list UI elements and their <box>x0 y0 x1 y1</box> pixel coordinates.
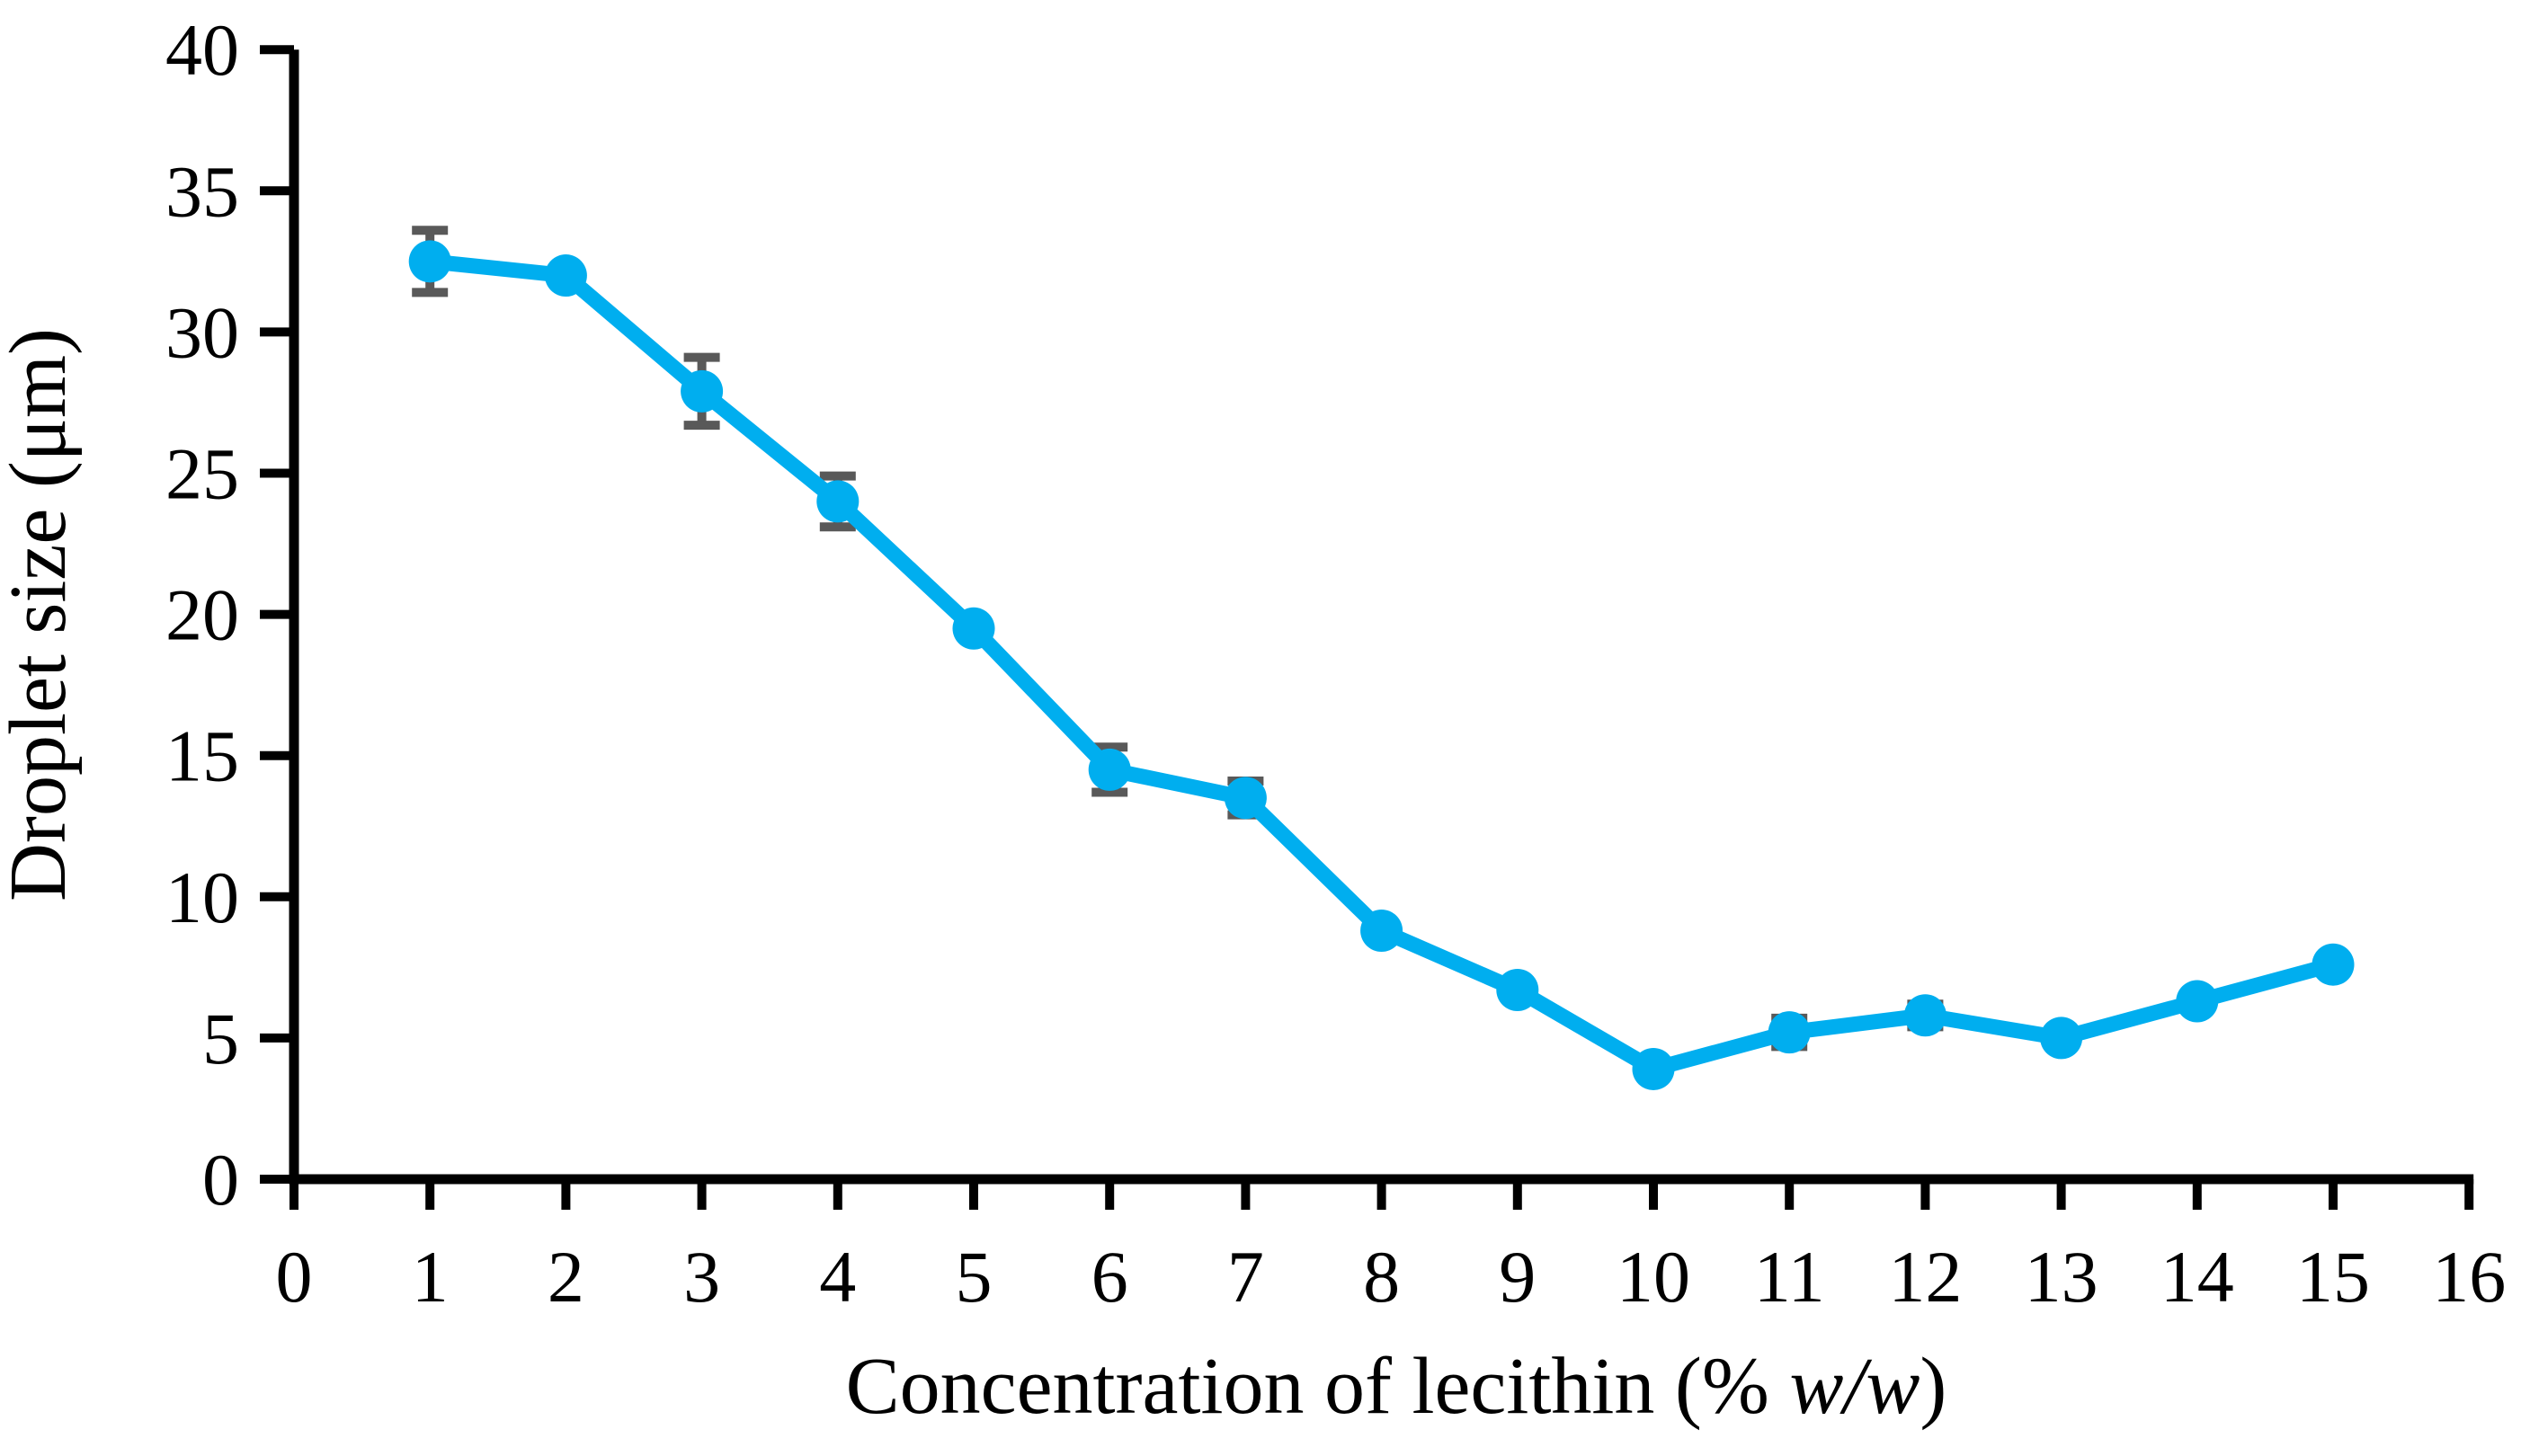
data-point-marker <box>2312 943 2355 986</box>
data-point-marker <box>1088 748 1131 791</box>
x-tick-label: 5 <box>956 1236 993 1318</box>
y-tick-label: 35 <box>165 150 239 232</box>
x-tick-label: 13 <box>2025 1236 2098 1318</box>
x-tick-label: 12 <box>1888 1236 1962 1318</box>
y-tick-label: 15 <box>165 715 239 797</box>
x-tick-label: 4 <box>819 1236 856 1318</box>
x-axis-title: Concentration of lecithin (% w/w) <box>846 1342 1947 1431</box>
data-markers-group <box>408 240 2355 1090</box>
data-point-marker <box>952 607 995 650</box>
y-tick-label: 30 <box>165 291 239 373</box>
x-tick-label: 3 <box>683 1236 720 1318</box>
x-tick-label: 11 <box>1754 1236 1825 1318</box>
x-tick-label: 15 <box>2296 1236 2370 1318</box>
y-tick-label: 40 <box>165 9 239 91</box>
data-point-marker <box>2040 1017 2083 1060</box>
x-axis-title-prefix: Concentration of lecithin (% <box>846 1342 1790 1431</box>
data-point-marker <box>1224 777 1267 820</box>
y-tick-label: 5 <box>202 998 239 1079</box>
x-tick-label: 0 <box>276 1236 313 1318</box>
data-point-marker <box>1496 968 1539 1011</box>
y-tick-label: 20 <box>165 574 239 656</box>
data-point-marker <box>408 240 451 283</box>
data-point-marker <box>681 369 724 413</box>
x-tick-label: 10 <box>1617 1236 1690 1318</box>
y-tick-label: 25 <box>165 433 239 515</box>
x-tick-label: 1 <box>412 1236 449 1318</box>
data-point-marker <box>544 254 587 297</box>
y-tick-label: 0 <box>202 1139 239 1221</box>
x-tick-label: 7 <box>1227 1236 1264 1318</box>
data-point-marker <box>1632 1047 1675 1090</box>
x-tick-label: 8 <box>1363 1236 1400 1318</box>
y-tick-label: 10 <box>165 857 239 938</box>
x-axis-title-suffix: ) <box>1920 1342 1946 1431</box>
data-point-marker <box>2176 980 2219 1023</box>
x-tick-label: 14 <box>2160 1236 2234 1318</box>
x-tick-label: 16 <box>2432 1236 2506 1318</box>
x-tick-label: 2 <box>548 1236 584 1318</box>
data-point-marker <box>1903 994 1946 1037</box>
data-point-marker <box>816 480 860 523</box>
y-axis-title: Droplet size (μm) <box>0 328 83 901</box>
x-axis-title-italic: w/w <box>1789 1342 1920 1431</box>
x-tick-label: 9 <box>1499 1236 1536 1318</box>
x-tick-label: 6 <box>1091 1236 1128 1318</box>
error-bars-group <box>412 226 1944 1052</box>
tick-marks-group <box>260 45 2474 1210</box>
data-point-marker <box>1360 910 1403 953</box>
data-point-marker <box>1768 1011 1811 1054</box>
